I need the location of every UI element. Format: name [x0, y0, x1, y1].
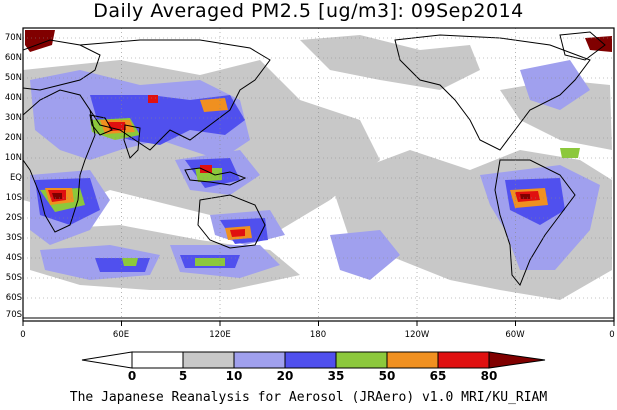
pm25-field-gray	[500, 80, 612, 150]
colorbar-low-arrow	[81, 351, 133, 369]
pm25-field-red	[148, 95, 158, 103]
colorbar-label: 0	[127, 369, 137, 383]
coast-asia	[79, 39, 271, 151]
coast-europe	[23, 39, 101, 91]
lon-label: 0	[609, 330, 615, 340]
coast-south-america	[494, 159, 576, 286]
colorbar-box-50-65	[386, 351, 439, 369]
colorbar-label: 65	[429, 369, 447, 383]
colorbar-box-35-50	[335, 351, 388, 369]
coastlines	[23, 31, 614, 319]
coast-greenland	[559, 31, 606, 61]
pm25-field-gray	[300, 35, 480, 90]
pm25-field-red	[200, 165, 212, 173]
coast-india	[123, 124, 141, 159]
pm25-field-lightblue	[330, 230, 400, 280]
pm25-field-blue	[95, 258, 150, 272]
lat-label: 50N	[4, 73, 22, 83]
colorbar-box-65-80	[437, 351, 490, 369]
lat-label: EQ	[9, 173, 22, 183]
pm25-fields	[23, 30, 612, 300]
lat-label: 40N	[4, 93, 22, 103]
graticule	[23, 28, 614, 321]
colorbar-label: 5	[178, 369, 188, 383]
colorbar-box-10-20	[233, 351, 286, 369]
colorbar-label: 50	[378, 369, 396, 383]
lat-label: 60N	[4, 53, 22, 63]
lat-label: 50S	[5, 273, 22, 283]
colorbar-label: 80	[480, 369, 498, 383]
map-frame	[22, 27, 615, 322]
colorbar-box-5-10	[182, 351, 235, 369]
pm25-field-darkred	[52, 193, 62, 199]
pm25-field-darkred	[585, 36, 612, 52]
pm25-field-darkred	[520, 194, 530, 199]
colorbar-high-arrow	[488, 351, 546, 369]
coast-arabia	[89, 114, 113, 136]
pm25-field-orange	[200, 98, 228, 112]
pm25-field-lightblue	[520, 60, 590, 110]
colorbar-label: 10	[225, 369, 243, 383]
coast-africa	[23, 89, 96, 233]
footer-credit: The Japanese Reanalysis for Aerosol (JRA…	[69, 390, 548, 405]
map-title: Daily Averaged PM2.5 [ug/m3]: 09Sep2014	[93, 0, 524, 22]
colorbar-box-0-5	[131, 351, 184, 369]
pm25-field-red	[230, 229, 245, 237]
lat-label: 60S	[5, 293, 22, 303]
pm25-field-green	[122, 258, 138, 266]
lat-label: 70S	[5, 310, 22, 320]
pm25-field-green	[560, 148, 580, 158]
lat-label: 70N	[4, 33, 22, 43]
lat-label: 20N	[4, 133, 22, 143]
lat-label: 20S	[5, 213, 22, 223]
axis-ticks	[22, 321, 615, 326]
lat-label: 30S	[5, 233, 22, 243]
lon-label: 60E	[112, 330, 130, 340]
colorbar-label: 35	[327, 369, 345, 383]
lat-label: 30N	[4, 113, 22, 123]
colorbar-label: 20	[276, 369, 294, 383]
lat-label: 40S	[5, 253, 22, 263]
lat-label: 10N	[4, 153, 22, 163]
lon-label: 120W	[404, 330, 430, 340]
pm25-field-green	[195, 258, 225, 266]
colorbar	[81, 351, 546, 369]
lon-label: 0	[20, 330, 26, 340]
lat-label: 10S	[5, 193, 22, 203]
coast-north-america	[394, 34, 591, 151]
lon-label: 60W	[505, 330, 525, 340]
coast-indonesia	[184, 167, 247, 186]
coast-australia	[197, 194, 266, 249]
colorbar-box-20-35	[284, 351, 337, 369]
lon-label: 180	[309, 330, 327, 340]
lon-label: 120E	[209, 330, 231, 340]
